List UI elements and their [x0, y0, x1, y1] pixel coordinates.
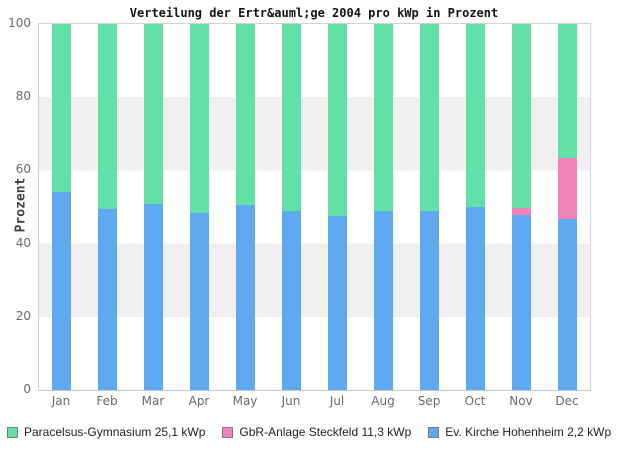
bar-segment [511, 24, 531, 209]
legend-label: Ev. Kirche Hohenheim 2,2 kWp [445, 425, 612, 439]
legend-swatch-icon [7, 426, 18, 438]
stacked-bar-sep [419, 24, 439, 390]
y-axis-title: Prozent [13, 177, 29, 233]
bar-segment [190, 212, 210, 390]
stacked-bar-mar [144, 24, 164, 390]
y-tick-label-60: 60 [15, 162, 31, 177]
bar-slot-dec [544, 24, 590, 390]
legend-item: Paracelsus-Gymnasium 25,1 kWp [7, 425, 205, 439]
x-axis-month-labels: Jan Feb Mar Apr May Jun Jul Aug Sep Oct Nov Dec [38, 394, 590, 408]
y-tick-label-40: 40 [15, 235, 31, 250]
bar-segment [557, 24, 577, 158]
stacked-bar-aug [373, 24, 393, 390]
stacked-bar-may [236, 24, 256, 390]
bar-segment [52, 192, 72, 390]
bar-segment [236, 205, 256, 390]
y-tick-label-20: 20 [15, 308, 31, 323]
bar-slot-mar [131, 24, 177, 390]
x-tick-label-sep: Sep [417, 394, 441, 408]
bar-segment [557, 157, 577, 220]
stacked-bar-oct [465, 24, 485, 390]
y-tick-label-100: 100 [8, 16, 31, 30]
x-tick-label-nov: Nov [509, 394, 533, 408]
x-tick-label-feb: Feb [96, 394, 118, 408]
bar-slot-aug [360, 24, 406, 390]
y-tick-label-80: 80 [15, 89, 31, 104]
x-tick-label-mar: Mar [141, 394, 165, 408]
stacked-bar-nov [511, 24, 531, 390]
x-tick-label-jun: Jun [281, 394, 301, 408]
x-tick-label-apr: Apr [188, 394, 210, 408]
legend-swatch-icon [428, 426, 440, 438]
x-tick-label-aug: Aug [371, 394, 395, 408]
plot-area [38, 23, 591, 391]
bar-segment [144, 204, 164, 390]
bar-segment [327, 216, 347, 390]
legend-swatch-icon [222, 426, 234, 438]
stacked-bar-dec [557, 24, 577, 390]
stacked-bar-feb [98, 24, 118, 390]
bar-slot-feb [85, 24, 131, 390]
bar-slot-nov [498, 24, 544, 390]
bar-slot-oct [452, 24, 498, 390]
y-tick-label-0: 0 [23, 382, 31, 396]
bar-segment [557, 219, 577, 390]
bar-segment [419, 24, 439, 211]
stacked-bar-apr [190, 24, 210, 390]
bar-segment [236, 24, 256, 206]
bar-segment [282, 24, 302, 211]
bars-container [39, 24, 590, 390]
legend-item: Ev. Kirche Hohenheim 2,2 kWp [428, 425, 611, 439]
stacked-bar-jul [327, 24, 347, 390]
legend-label: Paracelsus-Gymnasium 25,1 kWp [24, 425, 206, 439]
legend-item: GbR-Anlage Steckfeld 11,3 kWp [222, 425, 411, 439]
bar-slot-sep [406, 24, 452, 390]
x-tick-label-jul: Jul [329, 394, 345, 408]
bar-segment [373, 24, 393, 211]
bar-segment [98, 24, 118, 209]
bar-segment [144, 24, 164, 205]
bar-segment [465, 24, 485, 207]
bar-slot-jan [39, 24, 85, 390]
x-tick-label-jan: Jan [51, 394, 71, 408]
bar-slot-apr [177, 24, 223, 390]
bar-segment [98, 208, 118, 390]
bar-slot-may [223, 24, 269, 390]
bar-segment [190, 24, 210, 213]
bar-segment [419, 210, 439, 390]
x-tick-label-oct: Oct [464, 394, 486, 408]
bar-slot-jul [315, 24, 361, 390]
bar-segment [511, 215, 531, 390]
bar-segment [327, 24, 347, 217]
legend: Paracelsus-Gymnasium 25,1 kWp GbR-Anlage … [7, 425, 611, 439]
bar-segment [52, 24, 72, 193]
chart-title: Verteilung der Ertr&auml;ge 2004 pro kWp… [129, 6, 499, 20]
legend-label: GbR-Anlage Steckfeld 11,3 kWp [239, 425, 412, 439]
stacked-bar-jun [282, 24, 302, 390]
bar-segment [373, 210, 393, 390]
bar-segment [465, 207, 485, 390]
bar-segment [511, 208, 531, 216]
stacked-bar-jan [52, 24, 72, 390]
bar-segment [282, 210, 302, 390]
x-tick-label-may: May [232, 394, 258, 408]
x-tick-label-dec: Dec [555, 394, 579, 408]
bar-slot-jun [269, 24, 315, 390]
